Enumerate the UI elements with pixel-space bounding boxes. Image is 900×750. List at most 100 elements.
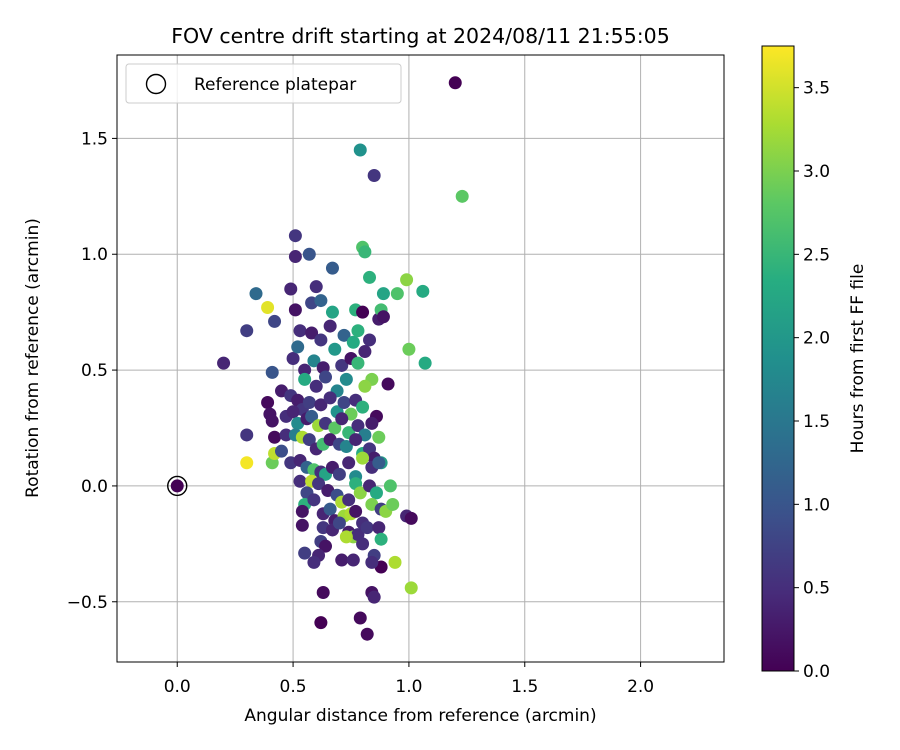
data-point bbox=[309, 280, 323, 294]
data-point bbox=[268, 314, 282, 328]
x-axis-label: Angular distance from reference (arcmin) bbox=[244, 706, 596, 726]
colorbar-tick-label: 1.0 bbox=[803, 495, 830, 515]
data-point bbox=[353, 611, 367, 625]
legend-box bbox=[125, 63, 402, 104]
y-tick-label: 1.5 bbox=[81, 129, 108, 149]
data-point bbox=[240, 324, 254, 338]
colorbar-tick-label: 0.0 bbox=[803, 662, 830, 682]
data-point bbox=[351, 419, 365, 433]
data-point bbox=[365, 555, 379, 569]
data-point bbox=[305, 326, 319, 340]
data-point bbox=[367, 590, 381, 604]
x-tick-label: 1.0 bbox=[395, 677, 422, 697]
data-point bbox=[353, 486, 367, 500]
data-point bbox=[388, 555, 402, 569]
data-point bbox=[298, 372, 312, 386]
data-point bbox=[302, 396, 316, 410]
data-point bbox=[404, 511, 418, 525]
data-point bbox=[293, 324, 307, 338]
data-point bbox=[372, 456, 386, 470]
x-tick-label: 0.5 bbox=[280, 677, 307, 697]
data-point bbox=[374, 532, 388, 546]
data-point bbox=[335, 412, 349, 426]
data-point bbox=[319, 370, 333, 384]
data-point bbox=[351, 324, 365, 338]
data-point bbox=[288, 250, 302, 264]
legend-label: Reference platepar bbox=[194, 75, 356, 95]
data-point bbox=[349, 433, 363, 447]
data-point bbox=[339, 440, 353, 454]
data-point bbox=[342, 456, 356, 470]
y-tick-label: 1.0 bbox=[81, 245, 108, 265]
data-point bbox=[332, 516, 346, 530]
data-point bbox=[416, 284, 430, 298]
data-point bbox=[265, 365, 279, 379]
data-point bbox=[372, 430, 386, 444]
data-point bbox=[316, 585, 330, 599]
data-point bbox=[323, 319, 337, 333]
x-tick-label: 2.0 bbox=[627, 677, 654, 697]
data-point bbox=[353, 143, 367, 157]
data-point bbox=[274, 444, 288, 458]
data-point bbox=[307, 354, 321, 368]
colorbar-label: Hours from first FF file bbox=[848, 264, 868, 454]
data-point bbox=[293, 474, 307, 488]
colorbar-tick-label: 3.5 bbox=[803, 79, 830, 99]
data-point bbox=[400, 273, 414, 287]
data-point bbox=[418, 356, 432, 370]
data-point bbox=[356, 305, 370, 319]
data-point bbox=[325, 305, 339, 319]
chart-title: FOV centre drift starting at 2024/08/11 … bbox=[171, 24, 670, 48]
data-point bbox=[307, 555, 321, 569]
data-point bbox=[390, 287, 404, 301]
y-axis-label: Rotation from reference (arcmin) bbox=[23, 218, 43, 498]
data-point bbox=[291, 340, 305, 354]
data-point bbox=[356, 451, 370, 465]
data-point bbox=[448, 76, 462, 90]
data-point bbox=[288, 229, 302, 243]
data-point bbox=[383, 479, 397, 493]
data-point bbox=[240, 456, 254, 470]
data-point bbox=[295, 504, 309, 518]
x-axis-ticks: 0.0 0.5 1.0 1.5 2.0 bbox=[164, 662, 654, 697]
data-point bbox=[363, 270, 377, 284]
data-point bbox=[360, 521, 374, 535]
data-point bbox=[307, 493, 321, 507]
data-point bbox=[284, 282, 298, 296]
data-point bbox=[265, 414, 279, 428]
data-point bbox=[305, 409, 319, 423]
data-point bbox=[302, 247, 316, 261]
plot-frame bbox=[116, 54, 725, 663]
data-point bbox=[342, 493, 356, 507]
data-point bbox=[314, 333, 328, 347]
data-point bbox=[455, 189, 469, 203]
data-point bbox=[309, 379, 323, 393]
data-point bbox=[376, 310, 390, 324]
colorbar-tick-label: 2.0 bbox=[803, 329, 830, 349]
data-point bbox=[295, 518, 309, 532]
data-point bbox=[358, 245, 372, 259]
data-point bbox=[386, 497, 400, 511]
data-point bbox=[404, 581, 418, 595]
data-point bbox=[372, 521, 386, 535]
data-point bbox=[325, 261, 339, 275]
data-point bbox=[240, 428, 254, 442]
y-tick-label: 0.5 bbox=[81, 361, 108, 381]
data-point bbox=[288, 303, 302, 317]
data-point bbox=[358, 379, 372, 393]
data-point bbox=[356, 537, 370, 551]
data-point bbox=[363, 333, 377, 347]
data-point bbox=[358, 345, 372, 359]
data-point bbox=[261, 396, 275, 410]
y-axis-ticks: −0.5 0.0 0.5 1.0 1.5 bbox=[67, 129, 117, 613]
data-point bbox=[302, 433, 316, 447]
data-point bbox=[323, 502, 337, 516]
reference-platepar-marker bbox=[167, 475, 188, 497]
data-point bbox=[217, 356, 231, 370]
data-point bbox=[339, 530, 353, 544]
data-point bbox=[335, 358, 349, 372]
data-point bbox=[339, 372, 353, 386]
data-point bbox=[314, 398, 328, 412]
data-point bbox=[337, 328, 351, 342]
